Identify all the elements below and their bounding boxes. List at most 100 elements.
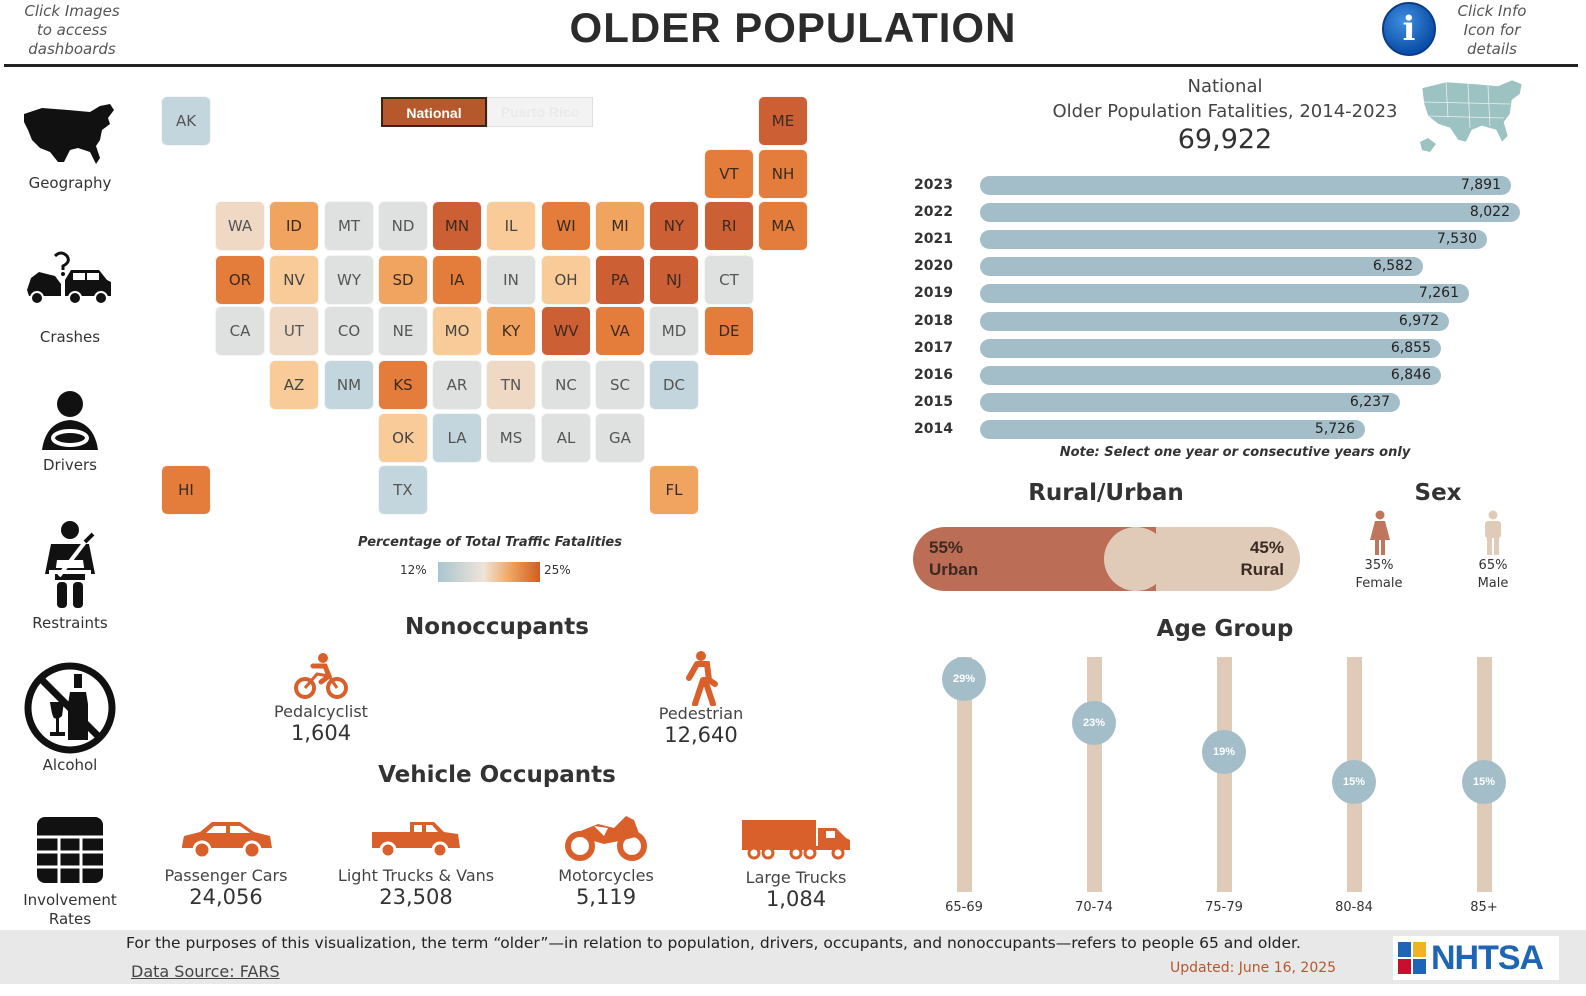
nav-involvement-rates[interactable]: Involvement Rates xyxy=(10,815,130,929)
state-tile-nc[interactable]: NC xyxy=(542,361,590,409)
state-tile-ks[interactable]: KS xyxy=(379,361,427,409)
age-dot-75-79[interactable]: 19% xyxy=(1202,730,1246,775)
state-tile-ky[interactable]: KY xyxy=(487,307,535,355)
age-dot-85+[interactable]: 15% xyxy=(1462,759,1506,804)
nav-crashes[interactable]: Crashes xyxy=(10,250,130,347)
bar-2014[interactable]: 5,726 xyxy=(980,420,1365,439)
state-tile-wi[interactable]: WI xyxy=(542,202,590,250)
age-track-75-79 xyxy=(1217,657,1232,892)
bar-2019[interactable]: 7,261 xyxy=(980,284,1469,303)
state-tile-la[interactable]: LA xyxy=(433,414,481,462)
light-trucks-vans-stat[interactable]: Light Trucks & Vans 23,508 xyxy=(326,816,506,909)
age-category-label: 65-69 xyxy=(945,900,983,915)
urban-name: Urban xyxy=(929,560,979,579)
state-tile-co[interactable]: CO xyxy=(325,307,373,355)
state-tile-sc[interactable]: SC xyxy=(596,361,644,409)
rural-segment[interactable] xyxy=(1104,527,1168,591)
state-tile-me[interactable]: ME xyxy=(759,97,807,145)
state-tile-nd[interactable]: ND xyxy=(379,202,427,250)
male-pct: 65% xyxy=(1478,558,1508,573)
stat-value: 1,604 xyxy=(290,721,352,745)
state-tile-ok[interactable]: OK xyxy=(379,414,427,462)
chart-subtitle: Older Population Fatalities, 2014-2023 xyxy=(1052,101,1398,122)
pedalcyclist-stat[interactable]: Pedalcyclist 1,604 xyxy=(251,652,391,745)
state-tile-il[interactable]: IL xyxy=(487,202,535,250)
bar-2018[interactable]: 6,972 xyxy=(980,312,1449,331)
state-tile-nv[interactable]: NV xyxy=(270,256,318,304)
state-tile-va[interactable]: VA xyxy=(596,307,644,355)
bar-2015[interactable]: 6,237 xyxy=(980,393,1400,412)
state-tile-md[interactable]: MD xyxy=(650,307,698,355)
state-tile-fl[interactable]: FL xyxy=(650,466,698,514)
state-tile-ct[interactable]: CT xyxy=(705,256,753,304)
bar-2022[interactable]: 8,022 xyxy=(980,203,1520,222)
state-tile-mo[interactable]: MO xyxy=(433,307,481,355)
state-tile-nj[interactable]: NJ xyxy=(650,256,698,304)
bar-2016[interactable]: 6,846 xyxy=(980,366,1441,385)
bar-2020[interactable]: 6,582 xyxy=(980,257,1423,276)
state-tile-wv[interactable]: WV xyxy=(542,307,590,355)
state-tile-nm[interactable]: NM xyxy=(325,361,373,409)
bar-2017[interactable]: 6,855 xyxy=(980,339,1441,358)
age-dot-65-69[interactable]: 29% xyxy=(942,657,986,702)
nav-restraints[interactable]: Restraints xyxy=(10,520,130,633)
bar-2021[interactable]: 7,530 xyxy=(980,230,1487,249)
large-trucks-stat[interactable]: Large Trucks 1,084 xyxy=(716,816,876,911)
age-dot-80-84[interactable]: 15% xyxy=(1332,759,1376,804)
age-dot-70-74[interactable]: 23% xyxy=(1072,701,1116,746)
male-icon[interactable] xyxy=(1482,510,1504,556)
nav-geography[interactable]: Geography xyxy=(10,100,130,193)
nav-drivers[interactable]: Drivers xyxy=(10,388,130,475)
state-tile-nh[interactable]: NH xyxy=(759,150,807,198)
female-icon[interactable] xyxy=(1369,510,1391,556)
state-tile-mt[interactable]: MT xyxy=(325,202,373,250)
state-tile-az[interactable]: AZ xyxy=(270,361,318,409)
us-thumbnail-map-icon[interactable] xyxy=(1416,78,1528,160)
state-tile-tn[interactable]: TN xyxy=(487,361,535,409)
rural-urban-bar[interactable]: 55% Urban 45% Rural xyxy=(913,527,1300,591)
car-icon xyxy=(182,822,272,860)
motorcycles-stat[interactable]: Motorcycles 5,119 xyxy=(526,810,686,909)
passenger-cars-stat[interactable]: Passenger Cars 24,056 xyxy=(146,816,306,909)
state-tile-id[interactable]: ID xyxy=(270,202,318,250)
state-tile-vt[interactable]: VT xyxy=(705,150,753,198)
state-tile-in[interactable]: IN xyxy=(487,256,535,304)
state-tile-ut[interactable]: UT xyxy=(270,307,318,355)
state-tile-ak[interactable]: AK xyxy=(162,97,210,145)
state-tile-wy[interactable]: WY xyxy=(325,256,373,304)
nav-label: Crashes xyxy=(39,328,101,346)
state-tile-or[interactable]: OR xyxy=(216,256,264,304)
state-tile-dc[interactable]: DC xyxy=(650,361,698,409)
state-tile-ga[interactable]: GA xyxy=(596,414,644,462)
state-tile-al[interactable]: AL xyxy=(542,414,590,462)
state-tile-sd[interactable]: SD xyxy=(379,256,427,304)
state-tile-ca[interactable]: CA xyxy=(216,307,264,355)
nhtsa-logo[interactable]: NHTSA xyxy=(1393,936,1559,980)
toggle-national[interactable]: National xyxy=(381,97,487,127)
state-tile-ma[interactable]: MA xyxy=(759,202,807,250)
bar-2023[interactable]: 7,891 xyxy=(980,176,1511,195)
state-tile-ri[interactable]: RI xyxy=(705,202,753,250)
state-tile-wa[interactable]: WA xyxy=(216,202,264,250)
state-tile-tx[interactable]: TX xyxy=(379,466,427,514)
state-tile-ny[interactable]: NY xyxy=(650,202,698,250)
info-icon[interactable]: i xyxy=(1382,2,1436,56)
age-category-label: 80-84 xyxy=(1335,900,1373,915)
state-tile-de[interactable]: DE xyxy=(705,307,753,355)
state-tile-hi[interactable]: HI xyxy=(162,466,210,514)
toggle-puerto-rico[interactable]: Puerto Rico xyxy=(487,97,593,127)
state-tile-ne[interactable]: NE xyxy=(379,307,427,355)
data-source-link[interactable]: Data Source: FARS xyxy=(131,962,280,981)
state-tile-pa[interactable]: PA xyxy=(596,256,644,304)
state-tile-ms[interactable]: MS xyxy=(487,414,535,462)
state-tile-ar[interactable]: AR xyxy=(433,361,481,409)
male-label: Male xyxy=(1477,576,1509,591)
nav-alcohol[interactable]: Alcohol xyxy=(10,660,130,775)
bar-value-label: 6,237 xyxy=(1349,394,1390,410)
state-tile-ia[interactable]: IA xyxy=(433,256,481,304)
urban-label: 55% Urban xyxy=(929,537,978,581)
state-tile-mn[interactable]: MN xyxy=(433,202,481,250)
state-tile-mi[interactable]: MI xyxy=(596,202,644,250)
pedestrian-stat[interactable]: Pedestrian 12,640 xyxy=(631,650,771,747)
state-tile-oh[interactable]: OH xyxy=(542,256,590,304)
